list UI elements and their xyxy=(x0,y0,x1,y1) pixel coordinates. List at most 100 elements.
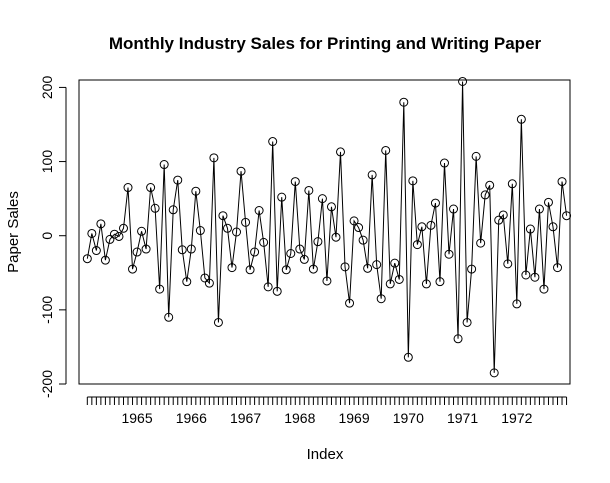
data-point xyxy=(191,186,201,196)
data-point xyxy=(299,254,309,264)
data-point xyxy=(304,185,314,195)
y-tick-label: 200 xyxy=(39,76,55,100)
data-point xyxy=(259,237,269,247)
data-point xyxy=(458,76,468,86)
data-point xyxy=(399,97,409,107)
data-point xyxy=(498,210,508,220)
data-point xyxy=(462,317,472,327)
data-point xyxy=(241,217,251,227)
data-point xyxy=(507,179,517,189)
data-point xyxy=(322,276,332,286)
data-point xyxy=(295,244,305,254)
data-point xyxy=(146,183,156,193)
data-point xyxy=(82,254,92,264)
data-point xyxy=(485,180,495,190)
data-point xyxy=(105,234,115,244)
data-point xyxy=(471,151,481,161)
data-point xyxy=(503,259,513,269)
data-point xyxy=(317,194,327,204)
data-point xyxy=(195,226,205,236)
data-point xyxy=(326,202,336,212)
data-point xyxy=(394,274,404,284)
data-point xyxy=(96,219,106,229)
y-tick-label: 100 xyxy=(39,150,55,174)
data-point xyxy=(263,282,273,292)
data-point xyxy=(331,232,341,242)
data-point xyxy=(232,227,242,237)
data-point xyxy=(430,198,440,208)
data-point xyxy=(512,299,522,309)
x-tick-label: 1972 xyxy=(501,410,532,426)
data-point xyxy=(128,264,138,274)
data-point xyxy=(530,272,540,282)
y-axis-label: Paper Sales xyxy=(5,191,22,273)
data-point xyxy=(435,277,445,287)
x-axis: 1965 1966 1967 1968 1969 1970 1971 1972 xyxy=(86,396,568,426)
data-point xyxy=(308,264,318,274)
x-tick-label: 1965 xyxy=(121,410,152,426)
data-point xyxy=(141,244,151,254)
data-point xyxy=(467,264,477,274)
data-point xyxy=(155,284,165,294)
data-point xyxy=(227,263,237,273)
data-point xyxy=(164,312,174,322)
data-point xyxy=(100,255,110,265)
series-line xyxy=(86,81,568,373)
data-point xyxy=(168,205,178,215)
data-point xyxy=(245,265,255,275)
data-point xyxy=(449,204,459,214)
data-point xyxy=(209,153,219,163)
data-point xyxy=(489,368,499,378)
data-point xyxy=(444,249,454,259)
data-point xyxy=(200,273,210,283)
data-point xyxy=(222,223,232,233)
data-point xyxy=(286,249,296,258)
data-point xyxy=(87,228,97,238)
data-point xyxy=(123,183,133,193)
data-point xyxy=(354,223,364,233)
data-point xyxy=(345,298,355,308)
data-point xyxy=(516,114,526,124)
data-point xyxy=(290,177,300,187)
data-point xyxy=(426,220,436,230)
data-point xyxy=(349,216,359,226)
data-point xyxy=(313,237,323,247)
y-tick-label: -100 xyxy=(39,296,55,324)
data-point xyxy=(403,352,413,362)
data-point xyxy=(250,247,260,257)
data-point xyxy=(281,265,291,275)
data-point xyxy=(272,286,282,296)
data-point xyxy=(358,235,368,245)
data-point xyxy=(137,226,147,236)
x-tick-label: 1967 xyxy=(230,410,261,426)
data-point xyxy=(182,277,192,287)
data-point xyxy=(553,263,563,273)
data-point xyxy=(132,247,142,257)
data-point xyxy=(177,245,187,255)
data-point xyxy=(453,334,463,344)
data-point xyxy=(340,262,350,272)
data-point xyxy=(213,317,223,327)
data-point xyxy=(390,258,400,268)
data-point xyxy=(476,238,486,248)
data-point xyxy=(268,137,278,147)
data-point xyxy=(385,279,395,289)
data-point xyxy=(218,211,228,221)
data-point xyxy=(421,279,431,289)
y-tick-label: 0 xyxy=(39,232,55,240)
data-point xyxy=(534,204,544,214)
data-point xyxy=(543,197,553,207)
data-point xyxy=(408,176,418,186)
x-tick-label: 1971 xyxy=(447,410,478,426)
chart-title: Monthly Industry Sales for Printing and … xyxy=(109,34,542,53)
data-point xyxy=(525,224,535,234)
data-point xyxy=(236,166,246,176)
data-point xyxy=(118,223,128,233)
data-point xyxy=(381,145,391,155)
data-point xyxy=(439,158,449,168)
data-point xyxy=(539,284,549,294)
data-point xyxy=(417,222,427,232)
data-points xyxy=(82,76,572,378)
data-point xyxy=(186,244,196,254)
